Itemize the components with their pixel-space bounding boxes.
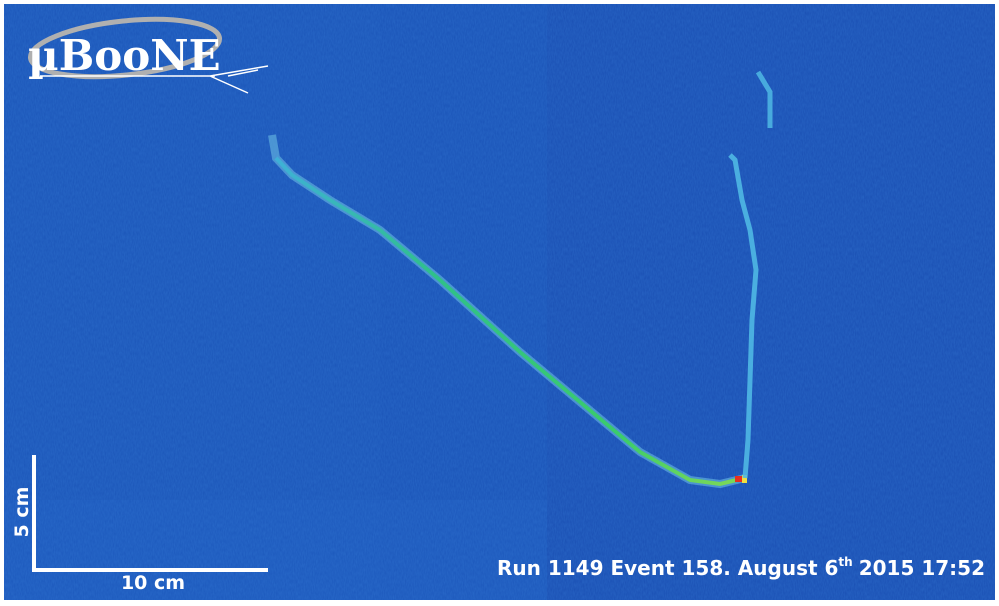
caption-superscript: th [838,555,852,569]
vertical-scale-label: 5 cm [11,487,33,538]
caption-text: 2015 17:52 [859,556,985,580]
noise [4,4,995,600]
caption: Run 1149 Event 158. August 6th 2015 17:52 [497,555,985,580]
caption-text: Run 1149 Event 158. August 6 [497,556,838,580]
page: µBooNE 5 cm 10 cm Run 1149 Event 158. Au… [0,0,999,606]
logo: µBooNE [28,31,221,80]
horizontal-scale-label: 10 cm [121,572,185,594]
event-display: µBooNE 5 cm 10 cm Run 1149 Event 158. Au… [0,0,999,606]
vertex-hit [735,476,742,482]
